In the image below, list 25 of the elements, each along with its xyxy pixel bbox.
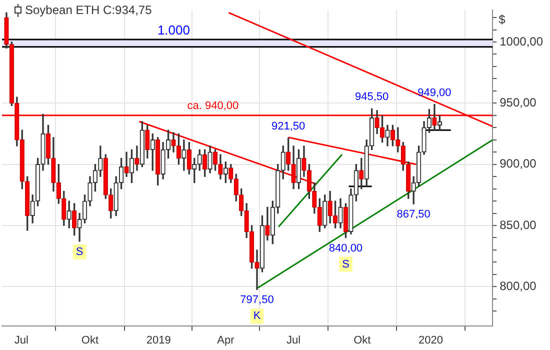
annotation: 867,50 [396,208,430,221]
y-tick-label: 800,00 [500,278,537,293]
x-tick-label: Apr [217,334,235,346]
y-axis-title: $ [498,12,506,27]
x-tick-label: Okt [354,334,371,346]
band-label: 1.000 [157,22,190,38]
annotation: 797,50 [240,294,274,306]
annotation: S [342,258,350,270]
x-tick-label: Okt [81,334,99,346]
ref-line-label: ca. 940,00 [187,100,239,112]
chart-title: Soybean ETH C:934,75 [25,3,152,17]
annotation: K [253,310,262,322]
annotation: 949,00 [418,86,452,99]
annotation: 945,50 [355,91,389,104]
x-tick-label: Jul [286,334,301,346]
x-tick-label: Jul [14,334,28,346]
y-tick-label: 850,00 [500,218,537,232]
x-tick-label: 2019 [146,334,171,346]
annotation: 921,50 [271,120,306,133]
y-tick-label: 900,00 [500,156,537,171]
annotation: S [76,246,84,258]
x-tick-label: 2020 [418,334,443,346]
annotation: 840,00 [328,242,363,254]
y-tick-label: 1000,00 [500,34,544,48]
y-tick-label: 950,00 [500,95,537,110]
